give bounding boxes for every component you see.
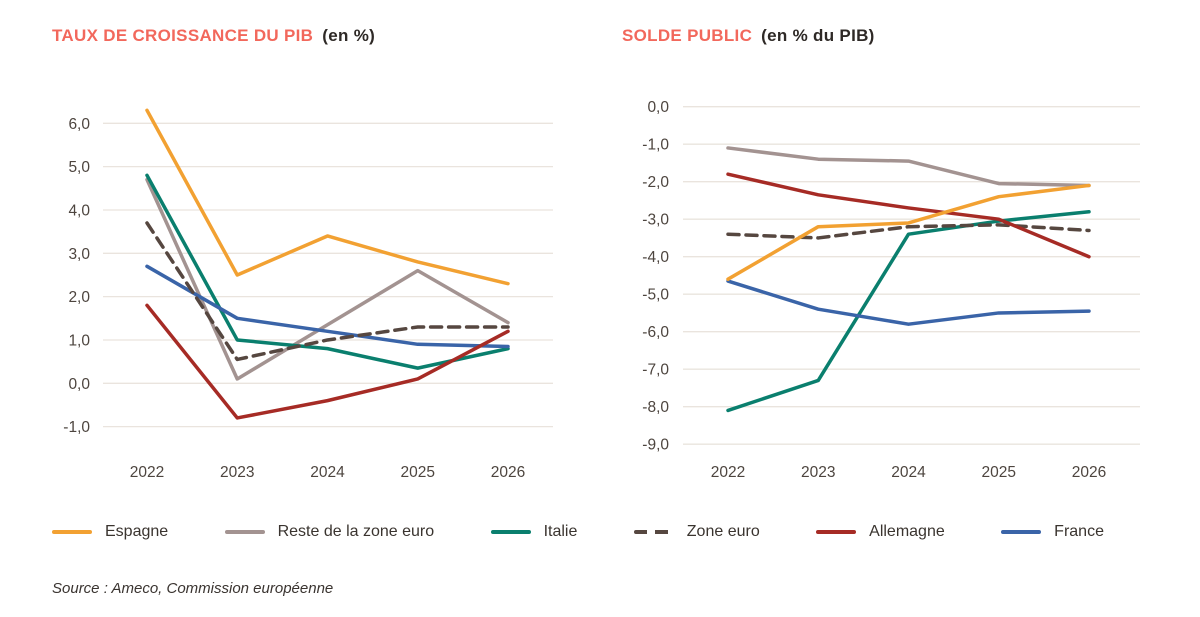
y-tick-label: 6,0 (68, 116, 90, 133)
x-tick-label: 2025 (401, 464, 435, 481)
chart-title-unit: (en % du PIB) (761, 26, 875, 45)
legend-label: Reste de la zone euro (277, 523, 435, 540)
y-tick-label: -1,0 (642, 137, 669, 154)
legend-label: Italie (543, 523, 578, 540)
y-tick-label: 0,0 (68, 376, 90, 393)
series-line-zone-euro (726, 223, 1091, 240)
x-tick-label: 2022 (711, 464, 745, 481)
y-tick-label: -7,0 (642, 362, 669, 379)
series-line-zone-euro (145, 221, 510, 362)
legend-label: France (1054, 523, 1104, 540)
x-tick-label: 2023 (220, 464, 254, 481)
x-tick-label: 2024 (310, 464, 345, 481)
y-tick-label: 4,0 (68, 202, 90, 219)
series-line-italie (726, 209, 1091, 413)
france-line-swatch (1001, 530, 1042, 534)
zone-euro-dashed-line-swatch (633, 530, 674, 534)
y-tick-label: -6,0 (642, 324, 669, 341)
source-note: Source : Ameco, Commission européenne (52, 580, 334, 597)
x-tick-label: 2023 (801, 464, 835, 481)
chart-title: TAUX DE CROISSANCE DU PIB (52, 26, 314, 45)
series-line-reste-de-la-zone-euro (145, 177, 510, 381)
legend-label: Allemagne (869, 523, 945, 540)
legend-item-zone-euro: Zone euro (633, 523, 760, 541)
gdp-growth-chart-title: TAUX DE CROISSANCE DU PIB (en %) (52, 26, 375, 46)
y-tick-label: 3,0 (68, 246, 90, 263)
public-balance-chart-title: SOLDE PUBLIC (en % du PIB) (622, 26, 875, 46)
y-tick-label: -9,0 (642, 437, 669, 454)
y-tick-label: -5,0 (642, 287, 669, 304)
series-line-espagne (145, 108, 510, 286)
x-tick-label: 2025 (982, 464, 1016, 481)
chart-title: SOLDE PUBLIC (622, 26, 753, 45)
series-line-italie (145, 173, 510, 370)
x-tick-label: 2024 (891, 464, 926, 481)
series-line-france (145, 264, 510, 349)
italie-line-swatch (490, 530, 531, 534)
legend-item-france: France (1001, 523, 1104, 541)
legend-label: Zone euro (686, 523, 760, 540)
y-tick-label: -1,0 (63, 419, 90, 436)
series-line-allemagne (726, 172, 1091, 259)
x-tick-label: 2026 (1072, 464, 1106, 481)
legend-label: Espagne (105, 523, 169, 540)
x-tick-label: 2022 (130, 464, 164, 481)
legend-item-reste-zone-euro: Reste de la zone euro (224, 523, 435, 541)
y-tick-label: -8,0 (642, 399, 669, 416)
chart-title-unit: (en %) (322, 26, 376, 45)
legend: Espagne Reste de la zone euro Italie Zon… (52, 523, 1104, 541)
y-tick-label: 0,0 (647, 99, 669, 116)
y-tick-label: -3,0 (642, 212, 669, 229)
y-tick-label: -4,0 (642, 249, 669, 266)
legend-item-espagne: Espagne (52, 523, 168, 541)
espagne-line-swatch (52, 530, 92, 534)
allemagne-line-swatch (816, 530, 857, 534)
legend-item-allemagne: Allemagne (816, 523, 945, 541)
series-line-reste-de-la-zone-euro (726, 146, 1091, 188)
y-tick-label: 5,0 (68, 159, 90, 176)
series-line-espagne (726, 183, 1091, 281)
y-tick-label: 2,0 (68, 289, 90, 306)
legend-item-italie: Italie (490, 523, 578, 541)
series-line-allemagne (145, 303, 510, 420)
series-line-france (726, 279, 1091, 326)
y-tick-label: -2,0 (642, 174, 669, 191)
y-tick-label: 1,0 (68, 332, 90, 349)
reste-zone-euro-line-swatch (224, 530, 265, 534)
x-tick-label: 2026 (491, 464, 525, 481)
